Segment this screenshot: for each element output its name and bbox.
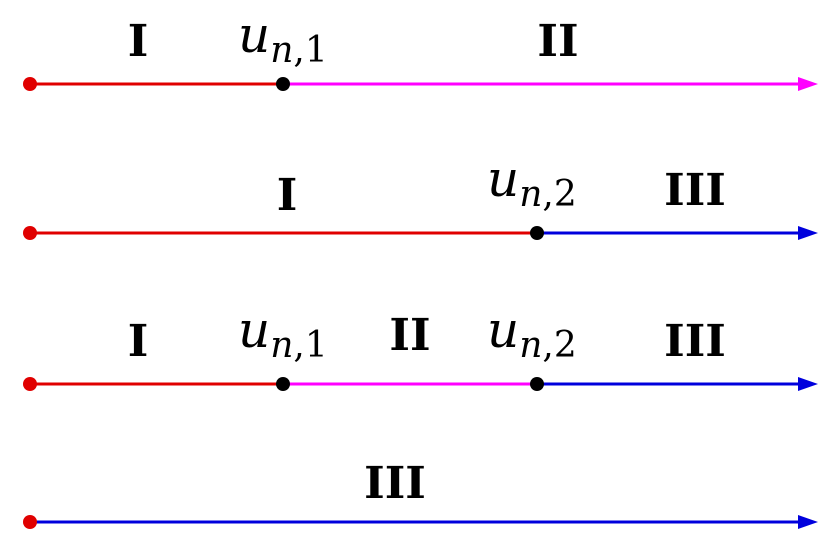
row-3-point-2-label: un,2: [487, 301, 577, 366]
row-3-start-point: [23, 377, 37, 391]
row-2-label-right: III: [664, 165, 726, 216]
row-3-label-right: III: [664, 316, 726, 367]
row-4-label-middle: III: [364, 458, 426, 509]
row-4: III: [23, 458, 818, 529]
row-1-point-1-label: un,1: [238, 6, 328, 71]
row-1-label-right: II: [537, 16, 578, 67]
row-2-point-1-label: un,2: [487, 150, 577, 215]
row-1-point-1: [276, 77, 290, 91]
row-1-start-point: [23, 77, 37, 91]
row-4-start-point: [23, 515, 37, 529]
row-3-point-1: [276, 377, 290, 391]
row-4-arrowhead: [798, 515, 818, 529]
row-2-arrowhead: [798, 226, 818, 240]
row-1-arrowhead: [798, 77, 818, 91]
row-1-label-left: I: [128, 16, 149, 67]
row-2-point-1: [530, 226, 544, 240]
row-3: I II III un,1 un,2: [23, 301, 818, 391]
row-3-arrowhead: [798, 377, 818, 391]
row-2-start-point: [23, 226, 37, 240]
row-3-label-left: I: [128, 316, 149, 367]
row-3-point-1-label: un,1: [238, 301, 328, 366]
row-2-label-left: I: [277, 170, 298, 221]
row-2: I III un,2: [23, 150, 818, 240]
row-1: I II un,1: [23, 6, 818, 91]
row-3-label-middle: II: [389, 310, 430, 361]
row-3-point-2: [530, 377, 544, 391]
